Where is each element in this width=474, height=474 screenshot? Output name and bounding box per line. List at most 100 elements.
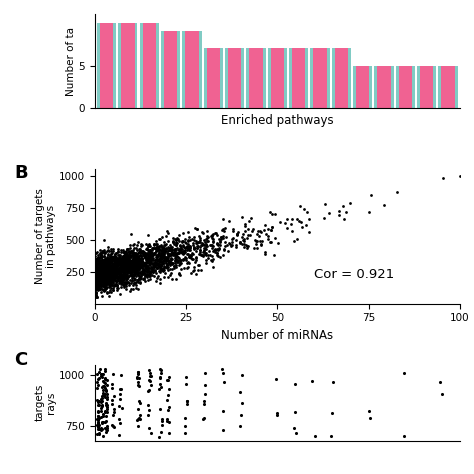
Point xyxy=(116,276,123,283)
Point xyxy=(99,374,106,381)
Point xyxy=(95,426,103,433)
Point xyxy=(95,266,103,273)
Point xyxy=(325,209,333,217)
Point xyxy=(138,247,146,255)
Point xyxy=(177,265,185,273)
Point xyxy=(102,425,109,433)
Point xyxy=(113,268,120,276)
Point xyxy=(136,256,144,264)
Point xyxy=(101,260,109,267)
Point xyxy=(210,238,217,246)
Point xyxy=(196,244,203,251)
Point xyxy=(96,266,104,273)
Point xyxy=(98,263,106,270)
Point xyxy=(114,273,122,281)
Point xyxy=(145,248,152,255)
Point xyxy=(125,253,132,261)
Point xyxy=(173,249,181,256)
Point xyxy=(125,266,133,274)
Point xyxy=(102,274,110,282)
Point xyxy=(101,272,109,279)
Point xyxy=(124,268,131,275)
Point xyxy=(365,407,373,414)
Point xyxy=(164,229,172,237)
Point xyxy=(196,246,204,254)
Point xyxy=(117,281,125,288)
Point xyxy=(136,255,143,263)
Point xyxy=(114,276,122,283)
Point xyxy=(133,252,141,260)
Point xyxy=(114,258,122,266)
Point xyxy=(111,262,119,270)
Point xyxy=(155,433,163,440)
Point xyxy=(95,265,103,273)
Point xyxy=(103,393,110,401)
Point xyxy=(92,283,100,291)
Point xyxy=(115,262,122,269)
Point xyxy=(127,265,135,273)
Point xyxy=(118,274,126,282)
Point xyxy=(94,276,101,283)
Point xyxy=(198,251,206,259)
Point xyxy=(105,271,113,278)
Point xyxy=(127,263,135,270)
Point xyxy=(118,256,125,264)
Point xyxy=(213,231,221,238)
Point xyxy=(176,241,183,249)
Point xyxy=(96,277,103,284)
Point xyxy=(159,246,166,254)
Point xyxy=(92,276,100,284)
Point xyxy=(201,249,209,257)
Point xyxy=(111,257,118,264)
Point xyxy=(102,263,110,271)
Point xyxy=(271,234,278,242)
Point xyxy=(137,248,145,256)
Point xyxy=(124,260,131,267)
Point xyxy=(291,380,299,387)
Point xyxy=(171,250,179,257)
Point xyxy=(139,250,147,258)
Text: Cor = 0.921: Cor = 0.921 xyxy=(314,268,394,281)
Point xyxy=(134,405,142,413)
Point xyxy=(150,249,158,257)
Point xyxy=(106,283,114,290)
Point xyxy=(100,268,108,275)
Point xyxy=(126,245,134,252)
Point xyxy=(203,228,211,235)
Point xyxy=(125,259,132,266)
Point xyxy=(129,255,137,263)
Point xyxy=(94,268,101,275)
Point xyxy=(213,239,221,246)
Point xyxy=(114,248,121,256)
Point xyxy=(95,279,102,286)
Point xyxy=(96,269,104,276)
Point xyxy=(120,258,128,266)
Point xyxy=(97,261,104,269)
Point xyxy=(116,258,123,265)
Point xyxy=(110,269,118,277)
Point xyxy=(97,264,104,272)
Point xyxy=(134,368,141,376)
Point xyxy=(121,264,129,271)
Point xyxy=(268,224,276,231)
Point xyxy=(97,283,105,291)
Point xyxy=(94,271,102,279)
Point xyxy=(187,255,195,262)
Point xyxy=(134,261,142,269)
Point xyxy=(103,381,111,389)
Point xyxy=(143,262,151,269)
Point xyxy=(131,269,138,277)
Point xyxy=(120,273,128,281)
Point xyxy=(202,241,210,249)
Point xyxy=(93,378,101,386)
Point xyxy=(176,256,184,264)
Point xyxy=(107,267,114,274)
Point xyxy=(182,246,189,254)
Point xyxy=(116,260,124,267)
Point xyxy=(179,256,186,264)
Point xyxy=(103,264,111,272)
Point xyxy=(98,262,105,270)
Point xyxy=(163,261,170,269)
Point xyxy=(199,252,207,259)
Point xyxy=(97,267,105,274)
